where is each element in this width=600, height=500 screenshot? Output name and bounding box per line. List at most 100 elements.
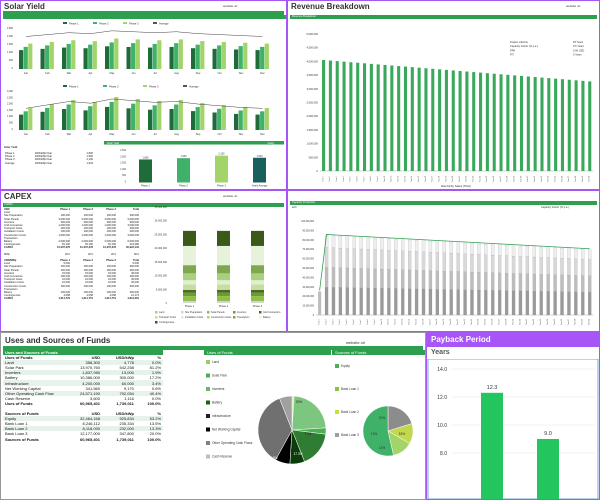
bar	[260, 46, 265, 69]
row-value: 2,000,000	[58, 239, 70, 243]
solar-summary-title: Solar Yield	[4, 146, 18, 149]
x-tick: Year 36	[561, 176, 563, 182]
capacity-bar	[394, 288, 398, 316]
capacity-bar	[366, 249, 370, 269]
uses-table: Uses of Funds USD USD/kWp% Land 358,300 4,778…	[3, 355, 163, 442]
x-tick: Year 11	[391, 176, 393, 182]
row-label: USD	[4, 208, 10, 212]
bar	[178, 100, 183, 130]
bar	[114, 97, 119, 130]
x-tick: Year 14	[411, 176, 413, 182]
revenue-bar	[342, 61, 346, 172]
y-tick: 3,000,000	[306, 87, 318, 91]
y-tick: 5,000,000	[306, 32, 318, 36]
bar	[260, 111, 265, 130]
x-tick: Year 1	[322, 176, 324, 181]
x-tick: Year 22	[466, 176, 468, 182]
row-label: CAPEX	[4, 297, 13, 301]
bar	[212, 112, 217, 130]
capacity-bar	[359, 287, 363, 316]
legend-label: Grid Connection	[263, 311, 281, 314]
x-tick: Oct	[217, 132, 221, 136]
capacity-bar	[463, 242, 467, 254]
row-label: Inverters	[3, 370, 65, 376]
capex-row: USD/MWp Phase 1 Phase 2 Phase 3 Total	[3, 259, 140, 262]
capacity-bar	[324, 247, 329, 268]
stack-segment	[183, 245, 196, 266]
website-label[interactable]: website url	[223, 194, 238, 198]
legend-label: Project Lifetime	[510, 40, 528, 44]
row-value: 300,000	[106, 220, 116, 224]
row-value: 10,000	[108, 278, 116, 282]
y-tick: 2,500,000	[306, 101, 318, 105]
x-tick: Year 26	[492, 319, 494, 325]
capacity-bar	[588, 292, 592, 316]
row-value: -	[115, 287, 116, 291]
y-tick: 8.0	[440, 451, 447, 457]
x-tick: Year 16	[422, 319, 424, 325]
legend-swatch	[259, 311, 262, 314]
x-tick: Year 5	[350, 176, 352, 181]
capex-row: Solar Panels 150,000 150,000 150,000 450,000	[3, 269, 140, 272]
legend-label: Land	[159, 311, 165, 314]
capacity-bar	[553, 274, 557, 292]
x-tick: May	[110, 132, 116, 136]
capacity-bar	[380, 249, 384, 270]
bar	[88, 106, 93, 130]
legend-swatch	[233, 311, 236, 314]
row-label: Site Preparation	[4, 214, 23, 218]
website-label[interactable]: website url	[223, 4, 238, 8]
x-tick: Jan	[24, 71, 29, 75]
stack-segment	[183, 230, 196, 246]
x-tick: Year 37	[568, 176, 570, 182]
row-value: 100,000	[83, 275, 93, 279]
x-tick: May	[110, 71, 116, 75]
capacity-bar	[484, 290, 488, 316]
y-tick: 20,000,000	[303, 296, 315, 298]
bar	[191, 48, 196, 69]
row-label: USD/MWp	[4, 259, 17, 263]
bar	[40, 111, 45, 130]
revenue-bar	[560, 79, 564, 171]
row-value: 150,000	[106, 268, 116, 272]
capacity-bar	[414, 270, 419, 289]
website-label[interactable]: website url	[346, 340, 366, 345]
capex-panel: CAPEX website url CAPEX USD Phase 1 Phase …	[0, 190, 287, 332]
row-value: USD	[91, 411, 101, 417]
capacity-bar	[581, 259, 585, 276]
row-value: 1,739,011	[116, 436, 134, 442]
row-value: 1,614,751	[81, 297, 93, 301]
row-value: Total	[132, 259, 139, 263]
capacity-unit: Capacity Factor (% p.a.)	[541, 206, 569, 209]
bar	[221, 41, 226, 69]
row-value: 900,000	[129, 220, 139, 224]
legend-swatch	[183, 85, 187, 87]
uses-table-title: Uses and Sources of Funds	[5, 350, 58, 355]
row-value: 300,000	[83, 220, 93, 224]
capacity-bar	[442, 252, 446, 272]
bar	[253, 157, 266, 183]
row-value: 100.0%	[147, 400, 161, 406]
x-tick: Sep	[196, 71, 201, 75]
stack-segment	[217, 296, 230, 302]
legend-swatch	[335, 433, 339, 437]
y-tick: 1,500	[7, 109, 14, 112]
average-line	[25, 30, 263, 37]
bar	[195, 44, 200, 69]
row-value: 3,600	[90, 395, 101, 401]
x-tick: Year 24	[478, 319, 480, 325]
row-value: Phase 1	[60, 208, 70, 212]
capacity-bar	[560, 248, 564, 259]
capacity-bar	[504, 255, 509, 274]
x-tick: Year 9	[374, 319, 376, 324]
row-label: Contingencies	[4, 294, 21, 298]
legend-label: Phase 1	[69, 22, 79, 26]
website-label[interactable]: website url	[566, 4, 581, 8]
capacity-bar	[539, 247, 543, 258]
capacity-bar	[484, 254, 488, 273]
row-value: 1,116	[124, 395, 134, 401]
summary-unit: kWh/kWp/Year	[35, 152, 53, 156]
legend-label: Infrastructure	[212, 414, 231, 418]
bar	[109, 101, 114, 130]
row-value: 4,058	[109, 294, 117, 298]
